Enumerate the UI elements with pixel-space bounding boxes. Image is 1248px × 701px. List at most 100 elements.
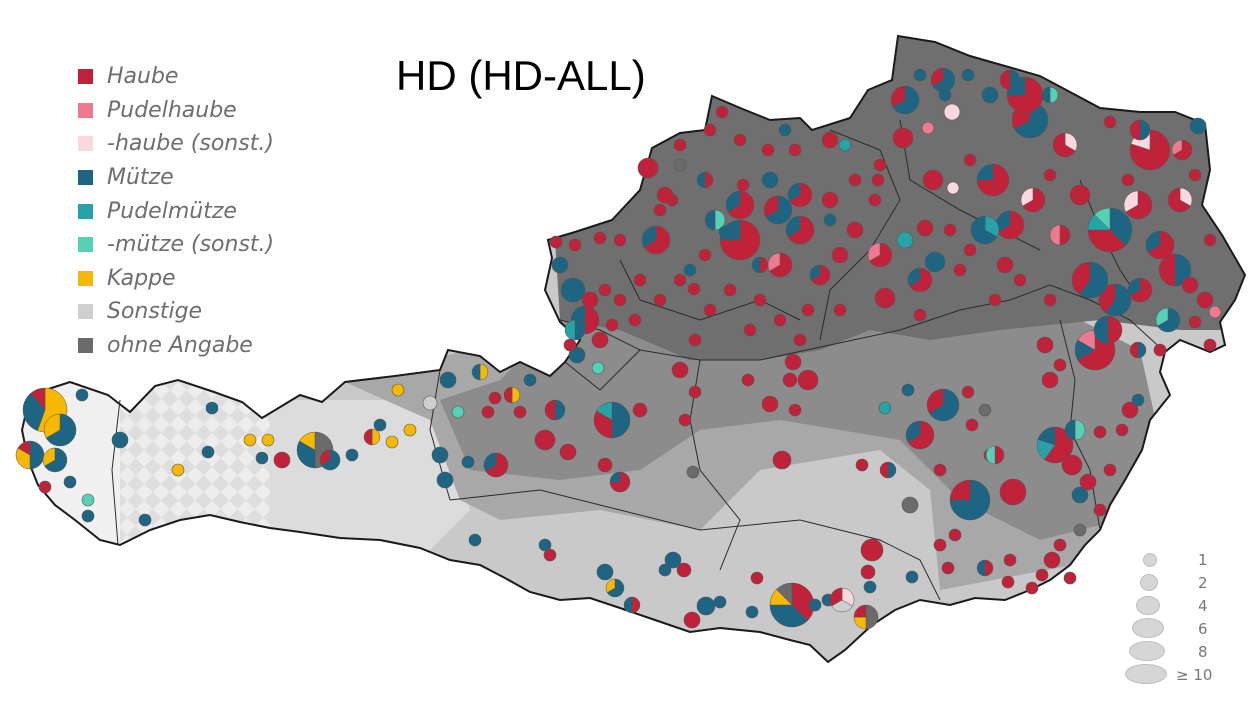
map-pie-slice — [1064, 419, 1076, 441]
map-pie — [999, 69, 1021, 91]
map-point — [860, 538, 884, 562]
map-point — [549, 235, 563, 249]
map-point — [653, 293, 667, 307]
map-point — [563, 338, 577, 352]
map-pie-slice — [485, 452, 509, 478]
map-point — [696, 596, 716, 616]
map-pie-slice — [949, 479, 991, 521]
legend-item-pudelmuetze[interactable]: Pudelmütze — [78, 194, 274, 228]
map-pie-slice — [924, 251, 946, 273]
map-pie — [1020, 187, 1046, 213]
map-point — [1093, 425, 1107, 439]
map-point — [963, 153, 977, 167]
map-pie-slice — [1052, 132, 1076, 158]
map-pie-slice — [1044, 426, 1074, 464]
map-pie-slice — [479, 363, 489, 381]
map-point — [761, 171, 779, 189]
map-point — [750, 571, 764, 585]
map-point — [941, 561, 955, 575]
map-point — [1001, 575, 1015, 589]
map-pie-slice — [985, 445, 996, 465]
legend-item-pudelhaube[interactable]: Pudelhaube — [78, 94, 274, 128]
map-point — [1131, 393, 1145, 407]
map-point — [671, 361, 689, 379]
map-point — [673, 273, 687, 287]
map-point — [946, 181, 960, 195]
map-point — [860, 564, 876, 580]
legend-item-kappe[interactable]: Kappe — [78, 262, 274, 296]
map-point — [1061, 454, 1083, 476]
size-marker-2 — [1140, 574, 1158, 591]
legend-label: Pudelhaube — [107, 97, 237, 123]
map-pie — [853, 604, 879, 630]
map-point — [772, 450, 792, 470]
map-point — [1041, 371, 1059, 389]
map-pie — [769, 582, 815, 628]
map-pie-slice — [609, 471, 621, 483]
map-point — [431, 446, 449, 464]
map-point — [874, 287, 896, 309]
map-point — [513, 405, 527, 419]
map-pie-slice — [976, 163, 1010, 197]
map-pie-slice — [1129, 277, 1153, 303]
legend-item-ohne-angabe[interactable]: ohne Angabe — [78, 329, 274, 363]
map-point — [761, 395, 779, 413]
map-pie — [1123, 190, 1153, 220]
size-legend: 1 2 4 6 8 ≥ 10 — [1120, 548, 1240, 686]
size-marker-1 — [1143, 553, 1157, 567]
map-pie-slice — [1037, 426, 1056, 446]
map-pie — [890, 85, 920, 115]
map-pie — [785, 215, 815, 245]
legend-item-haube-sonst[interactable]: -haube (sonst.) — [78, 127, 274, 161]
map-pie-slice — [769, 252, 793, 278]
map-pie-slice — [714, 209, 726, 231]
map-pie — [976, 163, 1010, 197]
size-legend-row: 6 — [1120, 617, 1240, 640]
map-pie-slice — [1125, 190, 1153, 220]
map-pie-slice — [865, 604, 879, 630]
map-point — [761, 143, 775, 157]
map-point — [1053, 358, 1067, 372]
map-point — [981, 86, 999, 104]
map-point — [723, 283, 737, 297]
map-pie-slice — [1171, 139, 1183, 156]
map-point — [439, 371, 457, 389]
map-pie-slice — [641, 225, 657, 248]
map-pie — [1145, 230, 1175, 260]
map-pie-slice — [1167, 187, 1191, 213]
map-pie — [1041, 86, 1059, 104]
map-point — [715, 105, 729, 119]
legend-item-muetze[interactable]: Mütze — [78, 161, 274, 195]
legend-item-muetze-sonst[interactable]: -mütze (sonst.) — [78, 228, 274, 262]
color-legend: Haube Pudelhaube -haube (sonst.) Mütze P… — [78, 60, 274, 362]
map-point — [868, 193, 882, 207]
map-pie-slice — [1094, 207, 1111, 231]
map-pie — [926, 388, 960, 422]
map-point — [741, 373, 755, 387]
legend-item-sonstige[interactable]: Sonstige — [78, 295, 274, 329]
legend-item-haube[interactable]: Haube — [78, 60, 274, 94]
size-legend-row: 1 — [1120, 548, 1240, 571]
map-pie-slice — [1139, 119, 1151, 141]
map-point — [922, 169, 944, 191]
map-pie-slice — [1129, 119, 1141, 141]
map-point — [733, 133, 747, 147]
size-marker-8 — [1129, 641, 1165, 661]
legend-swatch — [78, 203, 93, 219]
map-point — [788, 403, 802, 417]
map-point — [1188, 315, 1202, 329]
map-point — [664, 551, 682, 569]
map-pie-slice — [1074, 419, 1086, 441]
map-pie-slice — [643, 225, 671, 255]
size-label: 4 — [1198, 597, 1208, 615]
map-point — [831, 246, 849, 264]
map-point — [568, 238, 582, 252]
size-marker-4 — [1136, 596, 1160, 615]
map-pie-slice — [483, 452, 497, 472]
map-point — [916, 219, 934, 237]
map-point — [933, 463, 947, 477]
map-point — [678, 413, 692, 427]
map-pie-slice — [471, 363, 481, 381]
